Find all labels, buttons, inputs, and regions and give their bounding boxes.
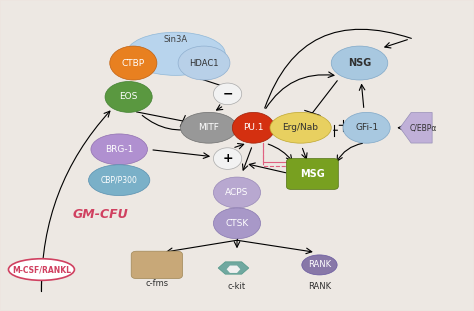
Text: −: − bbox=[222, 87, 233, 100]
Ellipse shape bbox=[89, 165, 150, 196]
Ellipse shape bbox=[331, 46, 388, 80]
Ellipse shape bbox=[232, 112, 275, 143]
Ellipse shape bbox=[181, 112, 237, 143]
Text: NSG: NSG bbox=[348, 58, 371, 68]
Ellipse shape bbox=[91, 134, 147, 165]
Text: ACPS: ACPS bbox=[225, 188, 249, 197]
Text: RANK: RANK bbox=[308, 282, 331, 291]
Text: MITF: MITF bbox=[198, 123, 219, 132]
Ellipse shape bbox=[126, 32, 225, 75]
Text: BRG-1: BRG-1 bbox=[105, 145, 133, 154]
Ellipse shape bbox=[213, 208, 261, 239]
Ellipse shape bbox=[9, 259, 74, 280]
Ellipse shape bbox=[105, 81, 152, 112]
Text: GFi-1: GFi-1 bbox=[355, 123, 378, 132]
Ellipse shape bbox=[270, 112, 331, 143]
Text: c-kit: c-kit bbox=[228, 282, 246, 291]
Polygon shape bbox=[227, 266, 240, 273]
Text: PU.1: PU.1 bbox=[243, 123, 264, 132]
Text: M-CSF/RANKL: M-CSF/RANKL bbox=[12, 265, 71, 274]
Ellipse shape bbox=[178, 46, 230, 80]
Text: c-fms: c-fms bbox=[146, 279, 168, 288]
Polygon shape bbox=[218, 262, 249, 274]
Text: CBP/P300: CBP/P300 bbox=[101, 176, 137, 185]
Ellipse shape bbox=[302, 255, 337, 275]
FancyBboxPatch shape bbox=[131, 251, 182, 279]
Text: C/EBPα: C/EBPα bbox=[410, 123, 437, 132]
Ellipse shape bbox=[213, 83, 242, 104]
Text: CTSK: CTSK bbox=[225, 219, 249, 228]
Text: GM-CFU: GM-CFU bbox=[73, 207, 128, 220]
Ellipse shape bbox=[213, 148, 242, 169]
Text: +: + bbox=[222, 152, 233, 165]
Ellipse shape bbox=[213, 177, 261, 208]
Text: EOS: EOS bbox=[119, 92, 138, 101]
Text: Erg/Nab: Erg/Nab bbox=[283, 123, 319, 132]
FancyArrowPatch shape bbox=[400, 113, 432, 143]
Ellipse shape bbox=[343, 112, 390, 143]
FancyBboxPatch shape bbox=[286, 159, 338, 189]
Text: MSG: MSG bbox=[300, 169, 325, 179]
Text: HDAC1: HDAC1 bbox=[189, 58, 219, 67]
Text: RANK: RANK bbox=[308, 260, 331, 269]
Text: Sin3A: Sin3A bbox=[164, 35, 188, 44]
Text: CTBP: CTBP bbox=[122, 58, 145, 67]
Ellipse shape bbox=[110, 46, 157, 80]
